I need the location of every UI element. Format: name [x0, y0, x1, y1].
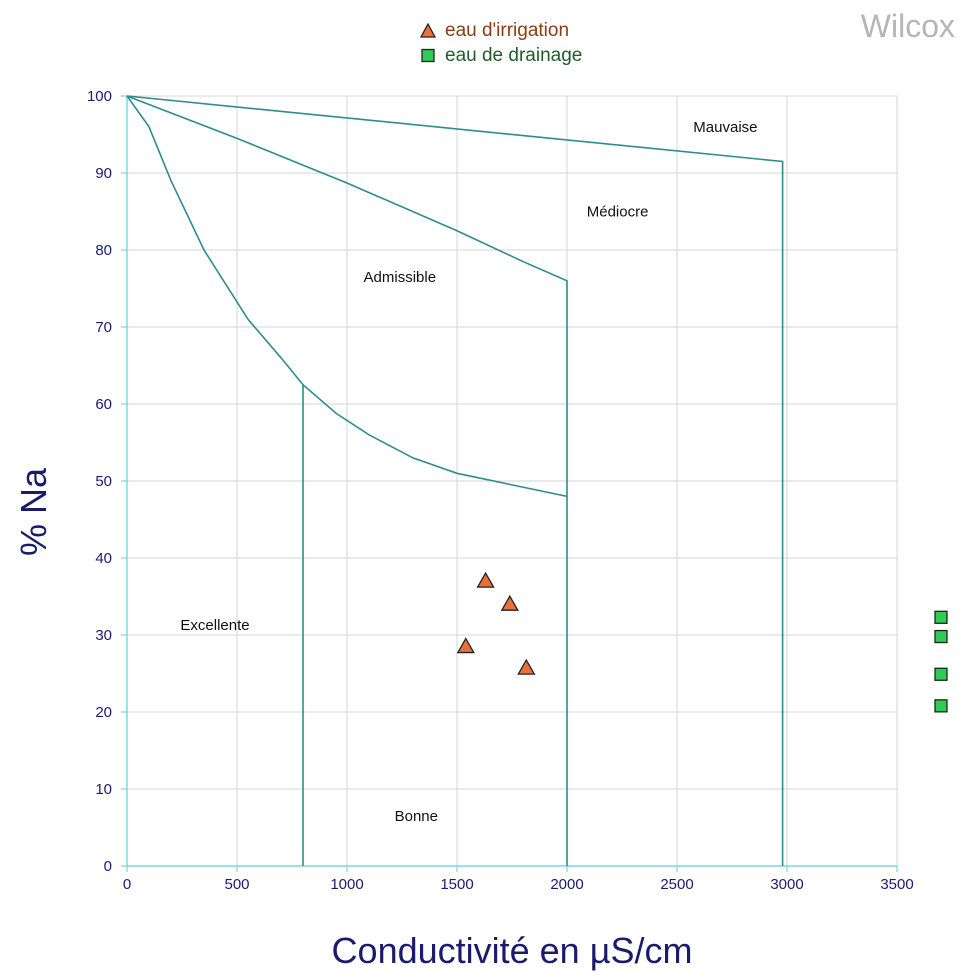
x-tick-label: 500	[224, 876, 249, 893]
x-axis-label: Conductivité en µS/cm	[331, 930, 693, 971]
region-label: Médiocre	[587, 204, 649, 221]
y-tick-label: 10	[95, 781, 112, 798]
square-icon	[421, 48, 435, 63]
y-tick-label: 20	[95, 704, 112, 721]
x-tick-label: 0	[123, 876, 131, 893]
legend-item-irrigation: eau d'irrigation	[420, 18, 582, 43]
region-label: Bonne	[395, 808, 438, 825]
triangle-icon	[420, 23, 436, 38]
x-tick-label: 1000	[330, 876, 363, 893]
region-label: Mauvaise	[693, 119, 757, 136]
data-point-drainage	[934, 667, 948, 681]
x-tick-label: 2000	[550, 876, 583, 893]
x-tick-label: 2500	[660, 876, 693, 893]
y-tick-label: 80	[95, 242, 112, 259]
data-point-drainage	[934, 699, 948, 713]
x-tick-label: 1500	[440, 876, 473, 893]
boundary-line	[126, 95, 784, 866]
y-tick-label: 40	[95, 550, 112, 567]
y-tick-label: 60	[95, 396, 112, 413]
region-label: Excellente	[180, 617, 249, 634]
data-point-drainage	[934, 610, 948, 624]
legend-label-drainage: eau de drainage	[445, 44, 583, 66]
x-tick-label: 3500	[880, 876, 913, 893]
y-tick-label: 30	[95, 627, 112, 644]
legend-item-drainage: eau de drainage	[420, 43, 582, 68]
y-tick-label: 100	[87, 88, 112, 105]
region-label: Admissible	[364, 269, 437, 286]
y-tick-label: 90	[95, 165, 112, 182]
boundary-line	[126, 95, 568, 866]
y-tick-label: 70	[95, 319, 112, 336]
data-point-irrigation	[517, 658, 536, 675]
data-point-irrigation	[500, 594, 519, 611]
data-point-drainage	[934, 629, 948, 644]
legend-label-irrigation: eau d'irrigation	[445, 19, 570, 41]
legend: eau d'irrigation eau de drainage	[420, 18, 582, 68]
y-tick-label: 0	[104, 858, 112, 875]
y-axis-label: % Na	[13, 467, 54, 557]
data-point-irrigation	[476, 571, 495, 588]
data-point-irrigation	[456, 637, 475, 654]
x-tick-label: 3000	[770, 876, 803, 893]
watermark: Wilcox	[860, 8, 955, 44]
y-tick-label: 50	[95, 473, 112, 490]
